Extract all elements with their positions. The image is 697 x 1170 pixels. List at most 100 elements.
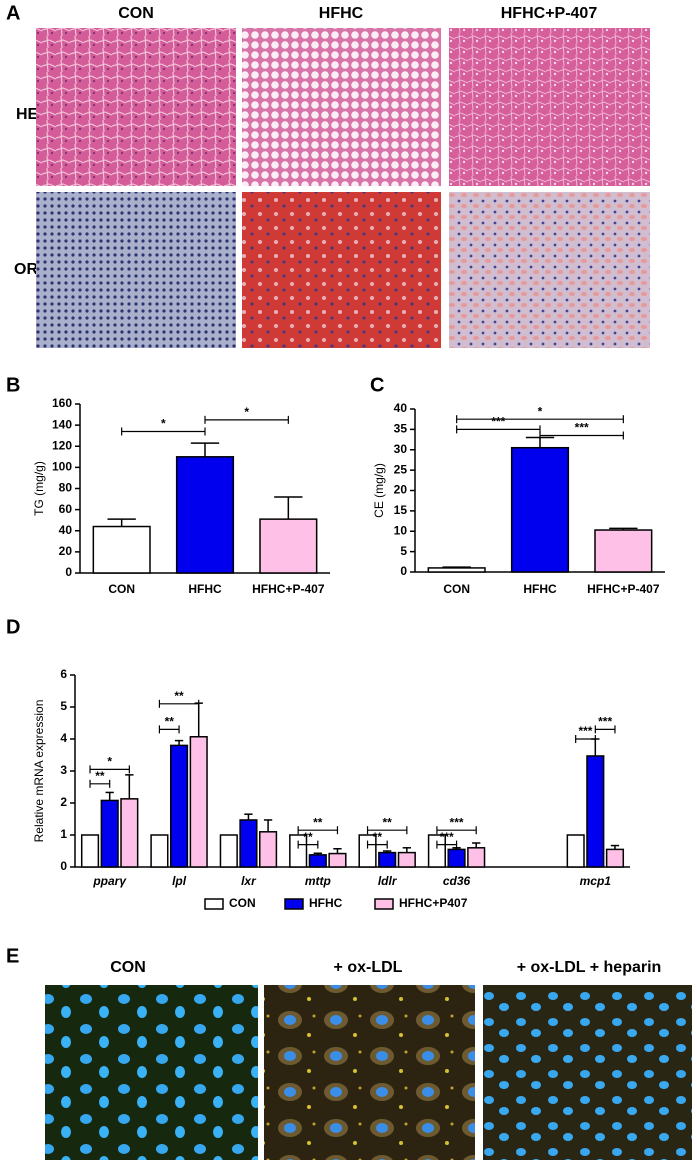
significance-label: *** <box>578 724 592 738</box>
bar <box>378 851 397 868</box>
column-header: + ox-LDL + heparin <box>517 959 662 976</box>
bar <box>427 834 446 868</box>
y-tick-label: 20 <box>59 544 73 558</box>
bar <box>605 848 625 868</box>
micrograph <box>45 985 258 1160</box>
y-tick-label: 0 <box>65 565 72 579</box>
micrograph <box>36 192 236 348</box>
micrograph <box>242 192 441 348</box>
y-tick-label: 80 <box>59 481 73 495</box>
significance-label: ** <box>383 815 393 829</box>
legend-swatch <box>204 898 224 910</box>
bar <box>259 518 318 574</box>
panel-e: E CON + ox-LDL + ox-LDL + heparin <box>6 945 692 1160</box>
y-tick-label: 2 <box>60 795 67 809</box>
significance-label: ** <box>303 830 313 844</box>
y-tick-label: 6 <box>60 667 67 681</box>
micrograph <box>36 28 236 186</box>
bar <box>100 799 119 868</box>
x-tick-label: HFHC <box>188 582 222 596</box>
y-tick-label: 35 <box>394 422 408 436</box>
bar <box>219 834 238 868</box>
bar <box>358 834 377 868</box>
y-tick-label: 25 <box>394 462 408 476</box>
x-tick-label: cd36 <box>443 874 471 888</box>
y-tick-label: 40 <box>394 401 408 415</box>
y-tick-label: 15 <box>394 503 408 517</box>
y-tick-label: 120 <box>52 438 72 452</box>
y-tick-label: 0 <box>400 564 407 578</box>
significance-label: * <box>244 405 249 419</box>
panel-label: E <box>6 945 19 967</box>
micrograph <box>449 28 650 186</box>
significance-label: *** <box>440 830 454 844</box>
legend-label: HFHC <box>309 896 343 910</box>
y-tick-label: 160 <box>52 396 72 410</box>
column-header: CON <box>118 5 154 22</box>
significance-label: *** <box>575 421 589 435</box>
micrograph <box>483 985 692 1160</box>
bar <box>510 446 570 573</box>
significance-label: ** <box>313 815 323 829</box>
y-tick-label: 0 <box>60 859 67 873</box>
legend-label: CON <box>229 896 256 910</box>
bar <box>169 744 189 868</box>
significance-label: * <box>161 417 166 431</box>
y-tick-label: 40 <box>59 523 73 537</box>
bar <box>447 848 466 868</box>
significance-label: *** <box>491 415 505 429</box>
significance-label: ** <box>373 830 383 844</box>
panel-label: B <box>6 374 20 396</box>
x-tick-label: lpl <box>172 874 187 888</box>
bar <box>289 834 308 868</box>
significance-label: ** <box>95 769 105 783</box>
bar <box>594 529 653 573</box>
y-tick-label: 1 <box>60 827 67 841</box>
panel-a: A CON HFHC HFHC+P-407 HE OR <box>6 2 650 348</box>
x-tick-label: CON <box>443 582 470 596</box>
bar <box>92 525 151 574</box>
significance-label: * <box>538 404 543 418</box>
bar <box>467 847 486 868</box>
bar <box>566 834 585 868</box>
y-tick-label: 30 <box>394 442 408 456</box>
y-tick-label: 60 <box>59 502 73 516</box>
column-header: HFHC+P-407 <box>501 5 598 22</box>
bar <box>80 834 100 868</box>
bar <box>189 736 208 868</box>
x-tick-label: mttp <box>305 874 331 888</box>
significance-label: * <box>107 755 112 769</box>
row-header: OR <box>14 261 38 278</box>
y-tick-label: 10 <box>394 523 408 537</box>
bar <box>328 852 347 868</box>
legend-swatch <box>374 898 394 910</box>
x-tick-label: lxr <box>241 874 257 888</box>
bar <box>259 831 278 868</box>
row-header: HE <box>16 106 39 123</box>
x-tick-label: pparγ <box>92 874 127 888</box>
y-tick-label: 4 <box>60 731 67 745</box>
micrograph <box>242 28 441 186</box>
bar <box>308 854 327 868</box>
y-axis-title: TG (mg/g) <box>32 461 46 516</box>
bar <box>427 567 486 573</box>
column-header: HFHC <box>319 5 364 22</box>
bar <box>150 834 169 868</box>
bar <box>175 456 235 574</box>
x-tick-label: HFHC <box>523 582 557 596</box>
x-tick-label: HFHC+P-407 <box>587 582 660 596</box>
legend-label: HFHC+P407 <box>399 896 468 910</box>
significance-label: ** <box>165 715 175 729</box>
bar <box>239 819 258 868</box>
y-axis-title: Relative mRNA expression <box>32 700 46 843</box>
y-tick-label: 140 <box>52 417 72 431</box>
panel-label: D <box>6 616 20 638</box>
panel-label: C <box>370 374 384 396</box>
x-tick-label: mcp1 <box>580 874 612 888</box>
bar <box>397 851 416 868</box>
micrograph <box>449 192 650 348</box>
x-tick-label: HFHC+P-407 <box>252 582 325 596</box>
panel-label: A <box>6 2 20 24</box>
significance-label: *** <box>598 715 612 729</box>
